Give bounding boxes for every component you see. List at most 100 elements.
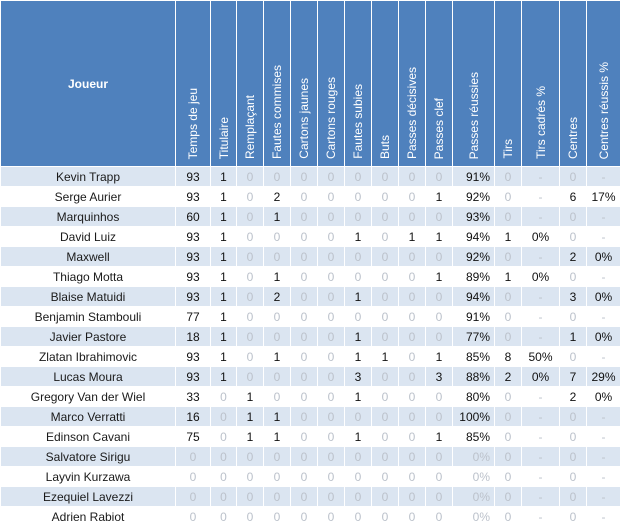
- stat-cell: 0: [263, 166, 291, 187]
- stat-cell: 0: [317, 506, 345, 527]
- stat-cell: -: [521, 306, 560, 327]
- stat-cell: 0%: [586, 246, 621, 267]
- stat-cell: 0: [344, 266, 372, 287]
- stat-cell: 1: [425, 346, 453, 367]
- stat-cell: 0: [371, 426, 399, 447]
- stat-cell: 0: [236, 466, 264, 487]
- stat-cell: 93: [175, 346, 211, 367]
- player-name: Gregory Van der Wiel: [0, 386, 176, 407]
- table-row: Gregory Van der Wiel 33 0 1 0 0 0 1 0 0 0 80% 0-2 0%: [0, 386, 621, 407]
- stat-cell: -: [586, 486, 621, 507]
- stat-cell: 0: [425, 466, 453, 487]
- stat-cell: 91%: [452, 166, 495, 187]
- stat-cell: 94%: [452, 226, 495, 247]
- stat-cell: 0: [290, 266, 318, 287]
- stat-cell: 75: [175, 426, 211, 447]
- column-header: Fautes subies: [344, 0, 372, 167]
- stat-cell: 0: [494, 286, 522, 307]
- stat-cell: 1: [210, 326, 237, 347]
- stat-cell: 0: [398, 486, 426, 507]
- stat-cell: 0: [317, 306, 345, 327]
- stat-cell: 0: [317, 486, 345, 507]
- table-row: Serge Aurier 93 1 0 2 0 0 0 0 0 1 92% 0-6 17%: [0, 186, 621, 207]
- stat-cell: 0: [371, 406, 399, 427]
- stat-cell: 0: [317, 386, 345, 407]
- stat-cell: 0: [371, 246, 399, 267]
- stat-cell: 0: [494, 206, 522, 227]
- column-header: Centres réussis %: [586, 0, 621, 167]
- stat-cell: 1: [210, 206, 237, 227]
- stat-cell: 0: [344, 466, 372, 487]
- stat-cell: 0: [371, 306, 399, 327]
- stat-cell: -: [521, 446, 560, 467]
- column-header: Centres: [559, 0, 587, 167]
- player-name: Salvatore Sirigu: [0, 446, 176, 467]
- stat-cell: 92%: [452, 186, 495, 207]
- stat-cell: 0: [371, 446, 399, 467]
- stat-cell: 0: [398, 346, 426, 367]
- stat-cell: 0: [236, 366, 264, 387]
- stat-cell: 2: [263, 186, 291, 207]
- player-name: Marquinhos: [0, 206, 176, 227]
- table-row: Layvin Kurzawa 0 0 0 0 0 0 0 0 0 0 0% 0-0-: [0, 466, 621, 487]
- stat-cell: -: [521, 506, 560, 527]
- stat-cell: 1: [344, 386, 372, 407]
- stat-cell: -: [521, 406, 560, 427]
- column-header: Cartons rouges: [317, 0, 345, 167]
- player-name: Kevin Trapp: [0, 166, 176, 187]
- stat-cell: 1: [236, 426, 264, 447]
- stat-cell: 1: [236, 406, 264, 427]
- stat-cell: 0: [425, 306, 453, 327]
- stat-cell: 0: [398, 446, 426, 467]
- stat-cell: -: [586, 166, 621, 187]
- stat-cell: 0: [344, 166, 372, 187]
- column-header-label: Passes clef: [432, 97, 446, 159]
- table-row: David Luiz 93 1 0 0 0 0 1 0 1 1 94% 1 0% 0-: [0, 226, 621, 247]
- stat-cell: 0: [425, 286, 453, 307]
- stat-cell: 0: [494, 486, 522, 507]
- stat-cell: 1: [425, 266, 453, 287]
- stat-cell: 1: [210, 266, 237, 287]
- stat-cell: -: [521, 286, 560, 307]
- stat-cell: 93: [175, 266, 211, 287]
- stat-cell: 0: [263, 366, 291, 387]
- stat-cell: 1: [344, 346, 372, 367]
- column-header-label: Titulaire: [216, 116, 231, 159]
- column-header: Passes décisives: [398, 0, 426, 167]
- stat-cell: 0: [290, 366, 318, 387]
- table-row: Salvatore Sirigu 0 0 0 0 0 0 0 0 0 0 0% 0-0-: [0, 446, 621, 467]
- stat-cell: 0: [344, 306, 372, 327]
- stat-cell: 3: [344, 366, 372, 387]
- stat-cell: 0: [425, 406, 453, 427]
- stat-cell: 0: [210, 386, 237, 407]
- stat-cell: 0: [398, 246, 426, 267]
- stat-cell: 0: [210, 486, 237, 507]
- column-header: Tirs cadrés %: [521, 0, 560, 167]
- stat-cell: 0: [290, 166, 318, 187]
- stat-cell: 1: [344, 226, 372, 247]
- stat-cell: 1: [425, 426, 453, 447]
- column-header-label: Temps de jeu: [186, 87, 200, 159]
- stat-cell: 1: [210, 366, 237, 387]
- stat-cell: 0: [398, 286, 426, 307]
- stat-cell: -: [521, 246, 560, 267]
- stat-cell: 0: [494, 386, 522, 407]
- stat-cell: 0: [236, 206, 264, 227]
- stat-cell: 80%: [452, 386, 495, 407]
- stat-cell: -: [586, 206, 621, 227]
- stat-cell: 0: [398, 426, 426, 447]
- stat-cell: 1: [210, 246, 237, 267]
- stat-cell: 1: [210, 166, 237, 187]
- stat-cell: 0: [236, 226, 264, 247]
- stat-cell: 3: [425, 366, 453, 387]
- stat-cell: 1: [210, 306, 237, 327]
- stat-cell: 1: [263, 406, 291, 427]
- stat-cell: -: [586, 346, 621, 367]
- column-header-label: Fautes commises: [270, 64, 284, 159]
- stat-cell: 0: [317, 466, 345, 487]
- table-row: Ezequiel Lavezzi 0 0 0 0 0 0 0 0 0 0 0% 0-0-: [0, 486, 621, 507]
- stat-cell: 0: [290, 406, 318, 427]
- stat-cell: 1: [210, 226, 237, 247]
- stat-cell: 50%: [521, 346, 560, 367]
- stat-cell: 91%: [452, 306, 495, 327]
